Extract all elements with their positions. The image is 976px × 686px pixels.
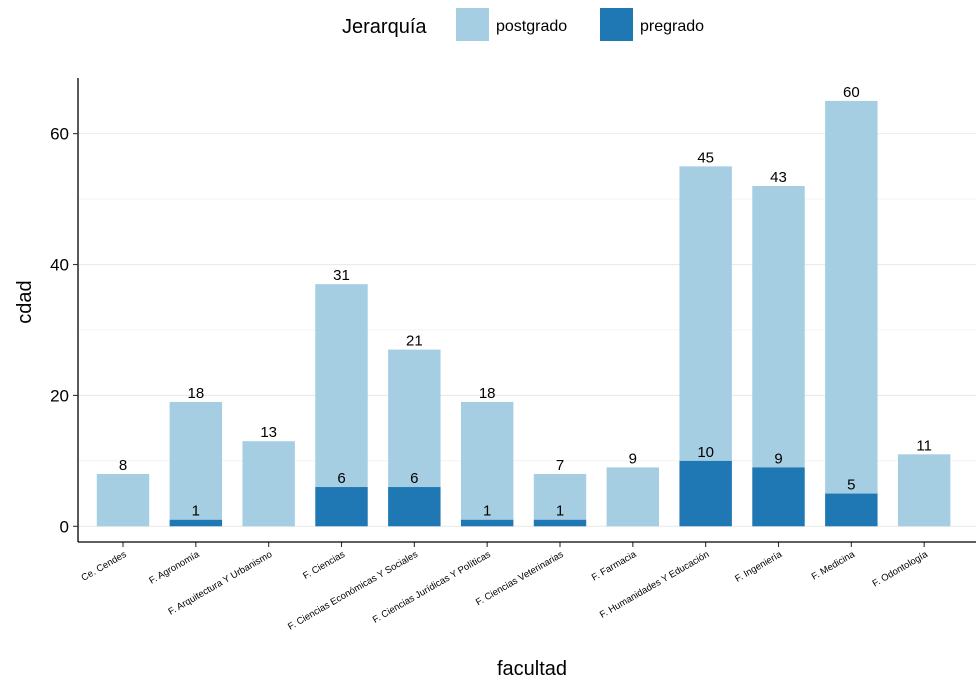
- x-tick-label: F. Ciencias Jurídicas Y Políticas: [371, 549, 493, 626]
- bar-postgrado: [242, 441, 295, 527]
- bar-postgrado: [825, 100, 878, 494]
- y-tick-label: 0: [60, 517, 69, 536]
- data-label-pregrado: 9: [774, 450, 782, 467]
- legend-label-pregrado: pregrado: [640, 18, 704, 35]
- gridlines: [78, 133, 976, 527]
- y-tick-label: 60: [50, 125, 69, 144]
- bar-postgrado: [460, 401, 514, 520]
- data-label-postgrado: 18: [479, 385, 496, 402]
- legend-key-postgrado: [456, 8, 489, 41]
- x-tick-label: F. Ingeniería: [733, 549, 784, 585]
- y-tick-label: 20: [50, 386, 69, 405]
- x-tick-label: F. Ciencias: [301, 549, 347, 582]
- data-label-postgrado: 13: [260, 424, 277, 441]
- x-tick-label: F. Medicina: [810, 549, 858, 583]
- legend-label-postgrado: postgrado: [496, 18, 567, 35]
- bar-pregrado: [533, 519, 587, 527]
- data-labels: 8 18 1 13 31 6 21 6 18 1 7 1 9 45 10 43 9 60 5 11: [119, 84, 932, 520]
- bar-postgrado: [533, 473, 587, 520]
- data-label-postgrado: 60: [843, 84, 860, 101]
- data-label-postgrado: 45: [697, 149, 714, 166]
- x-axis-title: facultad: [497, 658, 567, 680]
- x-tick-label: F. Agronomía: [147, 549, 202, 587]
- bars: [96, 100, 951, 527]
- x-tick-label: F. Farmacia: [590, 549, 639, 584]
- data-label-postgrado: 21: [406, 333, 423, 350]
- bar-postgrado: [315, 284, 368, 488]
- bar-pregrado: [752, 467, 805, 527]
- data-label-postgrado: 31: [333, 267, 350, 284]
- bar-postgrado: [606, 467, 660, 527]
- data-label-pregrado: 10: [697, 444, 714, 461]
- bar-pregrado: [460, 519, 514, 527]
- bar-postgrado: [752, 185, 805, 468]
- bar-pregrado: [388, 487, 441, 527]
- data-label-postgrado: 11: [916, 437, 932, 454]
- bar-postgrado: [388, 349, 441, 488]
- legend: Jerarquía postgrado pregrado: [342, 8, 704, 41]
- bar-pregrado: [315, 487, 368, 527]
- bar-pregrado: [169, 519, 223, 527]
- bar-postgrado: [679, 166, 732, 461]
- legend-key-pregrado: [600, 8, 633, 41]
- bar-postgrado: [96, 473, 150, 527]
- bar-pregrado: [825, 493, 878, 527]
- x-tick-label: F. Ciencias Económicas Y Sociales: [286, 549, 420, 633]
- data-label-postgrado: 43: [770, 169, 787, 186]
- x-tick-label: Ce. Cendes: [80, 549, 129, 584]
- data-label-pregrado: 5: [847, 477, 855, 494]
- data-label-postgrado: 8: [119, 457, 127, 474]
- bar-postgrado: [169, 401, 223, 520]
- data-label-pregrado: 1: [556, 503, 564, 520]
- bar-pregrado: [679, 460, 732, 527]
- data-label-postgrado: 18: [187, 385, 204, 402]
- y-axis-title: cdad: [14, 280, 36, 323]
- legend-title: Jerarquía: [342, 16, 427, 38]
- data-label-postgrado: 7: [556, 457, 564, 474]
- bar-postgrado: [897, 454, 951, 527]
- data-label-pregrado: 1: [192, 503, 200, 520]
- data-label-pregrado: 6: [337, 470, 345, 487]
- x-tick-label: F. Odontología: [871, 549, 931, 590]
- data-label-postgrado: 9: [629, 450, 637, 467]
- data-label-pregrado: 6: [410, 470, 418, 487]
- y-tick-label: 40: [50, 256, 69, 275]
- data-label-pregrado: 1: [483, 503, 491, 520]
